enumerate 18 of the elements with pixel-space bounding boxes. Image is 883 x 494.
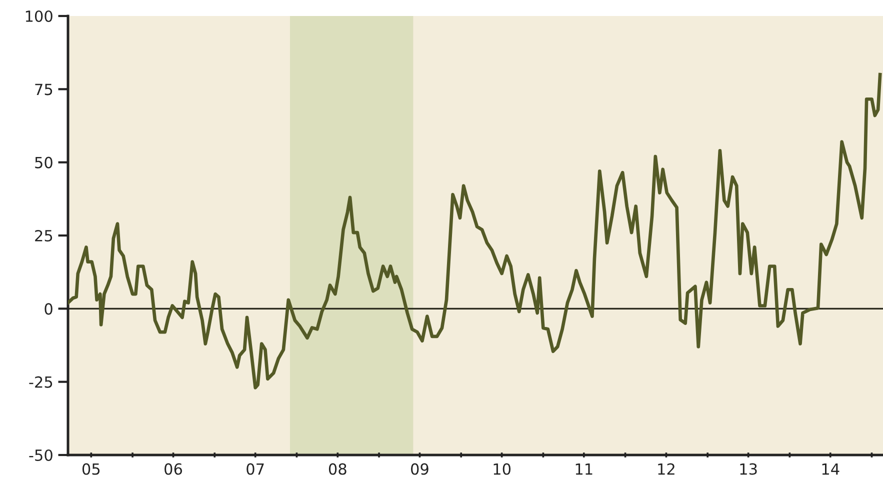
y-tick-label: -25 — [29, 376, 52, 388]
y-tick-label: -50 — [29, 449, 52, 462]
y-tick-label: 75 — [35, 84, 52, 96]
y-tick-label: 25 — [35, 230, 52, 242]
x-tick-label: 07 — [246, 463, 264, 475]
x-tick-label: 05 — [82, 463, 100, 475]
y-tick-label: 50 — [35, 156, 52, 168]
x-tick-label: 11 — [576, 463, 592, 475]
x-tick-label: 12 — [658, 463, 674, 475]
x-tick-label: 14 — [822, 463, 840, 475]
y-tick-label: 100 — [26, 10, 52, 22]
y-tick-label: 0 — [44, 303, 52, 315]
x-tick-label: 10 — [494, 463, 511, 475]
x-tick-label: 13 — [740, 463, 757, 475]
x-tick-label: 06 — [164, 463, 182, 475]
line-series — [68, 72, 882, 390]
x-tick-label: 08 — [328, 463, 346, 475]
x-tick-label: 09 — [411, 463, 428, 475]
